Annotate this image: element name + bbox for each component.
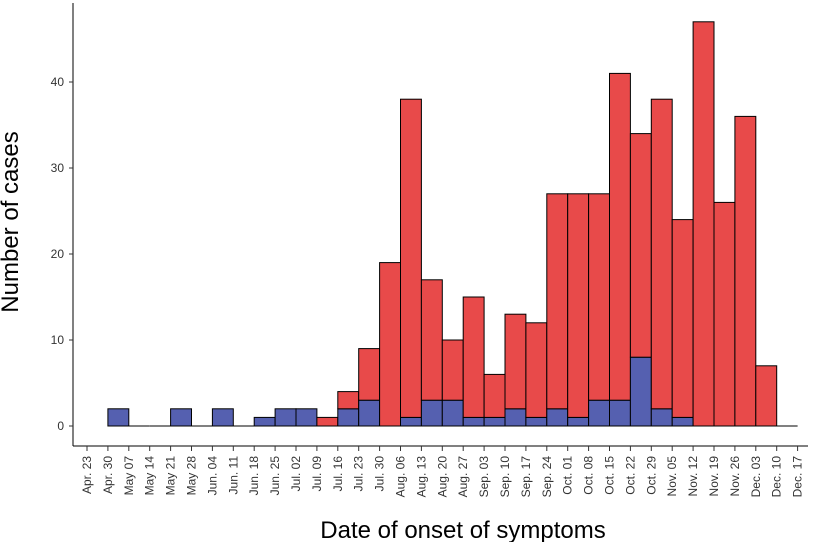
bar-segment-red-15 (420, 279, 443, 401)
bar-segment-red-10 (316, 416, 339, 427)
bar-segment-blue-15 (420, 399, 443, 427)
bar-segment-blue-24 (609, 399, 631, 427)
bar-segment-blue-17 (462, 416, 485, 427)
x-tick-label-11: Jul. 09 (310, 456, 324, 492)
bar-segment-blue-14 (400, 416, 422, 427)
x-tick-label-18: Aug. 27 (456, 456, 470, 498)
bar-segment-blue-9 (295, 408, 318, 427)
bar-segment-blue-0 (107, 408, 130, 427)
x-tick-label-28: Nov. 05 (665, 456, 679, 497)
bar-segment-red-19 (504, 313, 527, 410)
bar-segment-blue-12 (358, 399, 381, 427)
bar-segment-blue-21 (546, 408, 569, 427)
bar-segment-blue-7 (253, 416, 276, 427)
bar-segment-red-14 (400, 98, 422, 418)
bar-segment-red-21 (546, 193, 569, 410)
bar-segment-red-30 (734, 115, 757, 427)
x-tick-label-16: Aug. 13 (414, 456, 428, 498)
bar-segment-red-22 (567, 193, 590, 418)
y-axis-title: Number of cases (0, 131, 24, 312)
bar-segment-blue-20 (525, 416, 548, 427)
x-tick-label-6: Jun. 04 (205, 456, 219, 496)
x-tick-label-22: Sep. 24 (540, 456, 554, 498)
x-tick-label-30: Nov. 19 (707, 456, 721, 497)
x-tick-label-5: May 28 (185, 456, 199, 496)
x-tick-label-29: Nov. 12 (686, 456, 700, 497)
x-axis-title: Date of onset of symptoms (320, 517, 605, 542)
x-axis-ticks: Apr. 23 Apr. 30 May 07 May 14 May 21 May 28 Ju… (80, 446, 805, 497)
bar-segment-blue-16 (441, 399, 464, 427)
bar-segment-blue-23 (588, 399, 610, 427)
x-tick-label-1: Apr. 30 (101, 456, 115, 494)
x-tick-label-14: Jul. 30 (373, 456, 387, 492)
x-tick-label-17: Aug. 20 (435, 456, 449, 498)
bar-segment-blue-11 (337, 408, 360, 427)
x-tick-label-34: Dec. 17 (791, 456, 805, 498)
x-tick-label-9: Jun. 25 (268, 456, 282, 496)
x-tick-label-23: Oct. 01 (561, 456, 575, 495)
y-tick-label-40: 40 (51, 75, 65, 89)
bar-segment-red-13 (379, 262, 402, 427)
bars-group (107, 21, 798, 427)
bar-segment-red-27 (671, 219, 694, 418)
x-tick-label-8: Jun. 18 (247, 456, 261, 496)
x-tick-label-31: Nov. 26 (728, 456, 742, 497)
x-tick-label-3: May 14 (143, 456, 157, 496)
bar-segment-red-26 (650, 98, 673, 410)
x-tick-label-33: Dec. 10 (770, 456, 784, 498)
x-tick-label-4: May 21 (164, 456, 178, 496)
x-tick-label-13: Jul. 23 (352, 456, 366, 492)
bar-segment-red-24 (609, 72, 631, 401)
x-tick-label-25: Oct. 15 (603, 456, 617, 495)
bar-segment-red-28 (692, 21, 715, 427)
x-tick-label-20: Sep. 10 (498, 456, 512, 498)
bar-segment-red-29 (713, 201, 736, 427)
bar-segment-red-11 (337, 391, 360, 410)
bar-segment-red-18 (483, 373, 506, 418)
y-tick-label-30: 30 (51, 161, 65, 175)
bar-segment-red-31 (755, 365, 778, 427)
y-tick-label-0: 0 (57, 419, 64, 433)
bar-segment-blue-3 (170, 408, 193, 427)
x-tick-label-2: May 07 (122, 456, 136, 496)
x-tick-label-32: Dec. 03 (749, 456, 763, 498)
x-tick-label-10: Jul. 02 (289, 456, 303, 492)
x-tick-label-21: Sep. 17 (519, 456, 533, 498)
x-tick-label-26: Oct. 22 (623, 456, 637, 495)
bar-segment-red-12 (358, 348, 381, 401)
bar-segment-blue-22 (567, 416, 590, 427)
x-tick-label-24: Oct. 08 (582, 456, 596, 495)
x-tick-label-19: Sep. 03 (477, 456, 491, 498)
bar-segment-red-17 (462, 296, 485, 418)
bar-segment-blue-25 (629, 356, 652, 427)
x-tick-label-27: Oct. 29 (644, 456, 658, 495)
y-tick-label-10: 10 (51, 333, 65, 347)
bar-segment-red-16 (441, 339, 464, 401)
x-tick-label-15: Aug. 06 (394, 456, 408, 498)
bar-segment-blue-8 (274, 408, 297, 427)
bar-segment-blue-27 (671, 416, 694, 427)
bar-segment-red-25 (629, 133, 652, 358)
bar-segment-blue-18 (483, 416, 506, 427)
x-tick-label-0: Apr. 23 (80, 456, 94, 494)
bar-segment-blue-19 (504, 408, 527, 427)
bar-segment-red-20 (525, 322, 548, 418)
x-tick-label-12: Jul. 16 (331, 456, 345, 492)
x-tick-label-7: Jun. 11 (226, 456, 240, 495)
y-axis-ticks: 0 10 20 30 40 (51, 75, 73, 433)
bar-segment-blue-26 (650, 408, 673, 427)
bar-segment-red-23 (588, 193, 610, 401)
bar-segment-blue-5 (211, 408, 234, 427)
y-tick-label-20: 20 (51, 247, 65, 261)
